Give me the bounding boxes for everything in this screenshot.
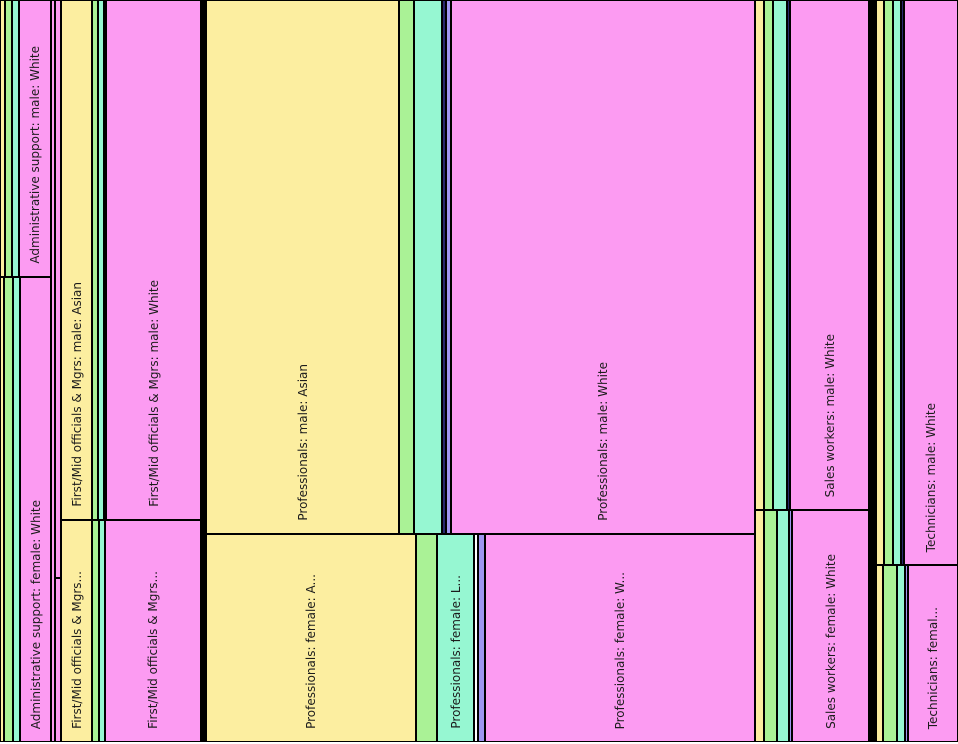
mosaic-cell-label: Sales workers: male: White — [822, 333, 837, 497]
mosaic-cell-label: First/Mid officials & Mgrs: male: Asian — [69, 282, 84, 507]
mosaic-cell-administrative-support-female-pink — [20, 277, 51, 742]
mosaic-cell-technicians-male-cyan — [893, 0, 901, 565]
mosaic-cell-professionals-female-pink — [485, 534, 755, 742]
mosaic-cell-first-mid-officials-mgrs-male-yellow — [61, 0, 92, 520]
mosaic-cell-administrative-support-male-yellow — [0, 0, 5, 277]
mosaic-cell-technicians-male-pink — [904, 0, 958, 565]
mosaic-cell-professionals-male-pink — [451, 0, 755, 534]
mosaic-cell-separator-2-black_bar — [869, 0, 876, 742]
mosaic-cell-sales-workers-male-green — [764, 0, 773, 510]
mosaic-cell-label: First/Mid officials & Mgrs... — [69, 571, 84, 729]
mosaic-cell-professionals-male-purple — [446, 0, 451, 534]
mosaic-cell-sales-workers-male-yellow — [755, 0, 764, 510]
mosaic-cell-professionals-female-yellow — [206, 534, 416, 742]
mosaic-cell-first-mid-officials-mgrs-male-green — [92, 0, 98, 520]
mosaic-cell-administrative-support-female-cyan — [13, 277, 20, 742]
mosaic-cell-technicians-male-green — [884, 0, 893, 565]
mosaic-cell-first-mid-officials-mgrs-male-navy — [104, 0, 106, 520]
mosaic-cell-sales-workers-male-navy — [787, 0, 790, 510]
mosaic-cell-first-mid-officials-mgrs-male-pink — [106, 0, 201, 520]
mosaic-cell-label: Professionals: female: A... — [304, 574, 318, 729]
mosaic-cell-first-mid-officials-mgrs-female-pink — [105, 520, 201, 742]
mosaic-cell-sales-workers-male-cyan — [773, 0, 787, 510]
mosaic-cell-first-mid-officials-mgrs-female-green — [92, 520, 99, 742]
mosaic-cell-technicians-female-yellow — [876, 565, 883, 742]
mosaic-cell-label: Professionals: male: Asian — [295, 364, 310, 521]
mosaic-cell-professionals-male-navy — [442, 0, 446, 534]
mosaic-cell-sales-workers-female-purple — [789, 510, 792, 742]
mosaic-cell-narrow-2-male-pink — [55, 0, 61, 578]
mosaic-cell-professionals-female-cyan — [437, 534, 474, 742]
mosaic-cell-first-mid-officials-mgrs-male-cyan — [98, 0, 104, 520]
mosaic-cell-technicians-female-green — [883, 565, 897, 742]
mosaic-cell-professionals-male-yellow — [206, 0, 399, 534]
mosaic-cell-administrative-support-female-yellow — [0, 277, 4, 742]
mosaic-cell-label: Professionals: male: White — [596, 362, 610, 521]
mosaic-cell-administrative-support-male-green — [5, 0, 12, 277]
mosaic-cell-sales-workers-female-yellow — [755, 510, 764, 742]
mosaic-cell-sales-workers-female-cyan — [777, 510, 789, 742]
mosaic-cell-technicians-male-navy — [901, 0, 904, 565]
mosaic-cell-administrative-support-male-cyan — [12, 0, 19, 277]
mosaic-cell-sales-workers-female-pink — [792, 510, 869, 742]
mosaic-cell-first-mid-officials-mgrs-female-yellow — [61, 520, 92, 742]
mosaic-cell-technicians-female-cyan — [897, 565, 905, 742]
mosaic-cell-professionals-male-green — [399, 0, 414, 534]
mosaic-cell-first-mid-officials-mgrs-female-cyan — [99, 520, 105, 742]
mosaic-cell-technicians-male-yellow — [876, 0, 884, 565]
mosaic-cell-label: Professionals: female: L... — [448, 575, 463, 729]
mosaic-cell-professionals-male-cyan — [414, 0, 442, 534]
mosaic-cell-technicians-female-pink — [908, 565, 958, 742]
mosaic-cell-label: Professionals: female: W... — [613, 571, 627, 729]
mosaic-cell-label: Sales workers: female: White — [823, 554, 838, 729]
mosaic-cell-sales-workers-male-pink — [790, 0, 869, 510]
mosaic-cell-label: Administrative support: male: White — [28, 46, 42, 264]
mosaic-cell-separator-1-black_bar — [201, 0, 206, 742]
mosaic-cell-technicians-female-purple — [905, 565, 908, 742]
mosaic-cell-administrative-support-female-green — [4, 277, 13, 742]
mosaic-cell-label: Technicians: femal... — [926, 606, 940, 729]
mosaic-cell-label: First/Mid officials & Mgrs... — [146, 571, 160, 729]
mosaic-cell-professionals-female-green — [416, 534, 437, 742]
mosaic-cell-narrow-2-female-pink — [55, 578, 61, 742]
mosaic-cell-narrow-1-pink — [51, 0, 55, 742]
mosaic-cell-label: Technicians: male: White — [924, 402, 938, 552]
mosaic-cell-sales-workers-female-green — [764, 510, 777, 742]
mosaic-cell-label: Administrative support: female: White — [28, 499, 43, 729]
mosaic-cell-professionals-female-white_stripe — [474, 534, 478, 742]
mosaic-cell-professionals-female-purple — [478, 534, 485, 742]
mosaic-cell-administrative-support-male-pink — [19, 0, 51, 277]
mosaic-cell-label: First/Mid officials & Mgrs: male: White — [146, 280, 161, 507]
